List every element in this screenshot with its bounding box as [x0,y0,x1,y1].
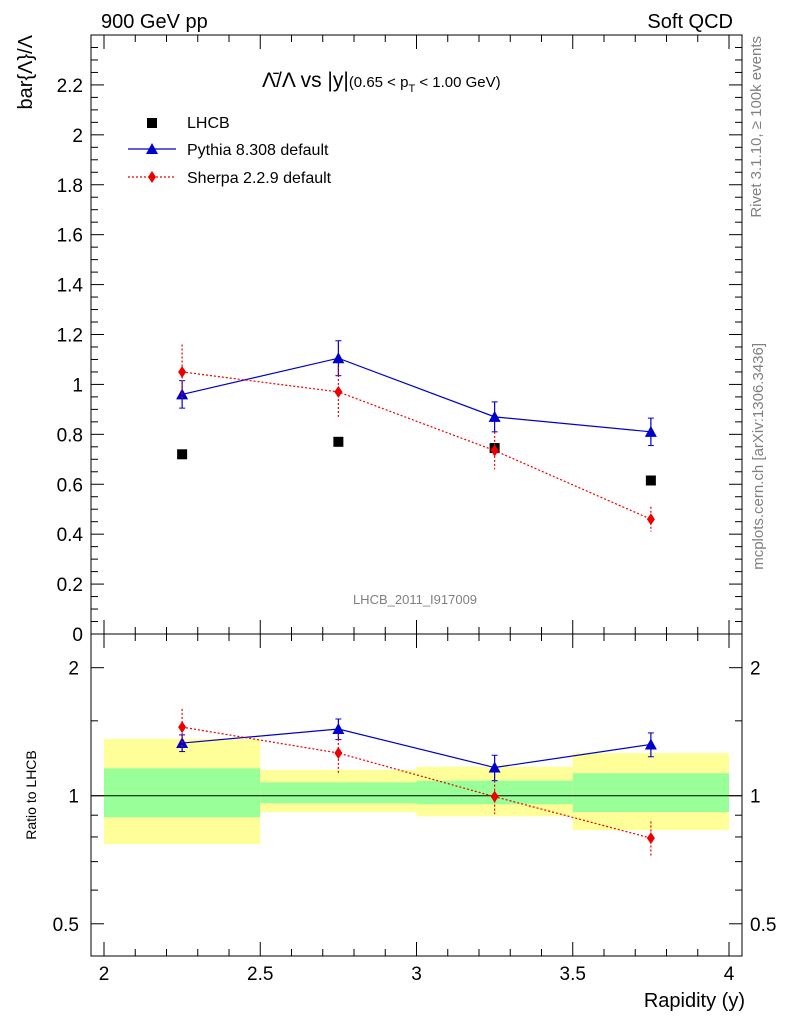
ratio-band-inner [104,768,261,818]
legend: LHCB Pythia 8.308 default Sherpa 2.2.9 d… [128,115,332,187]
main-ytick-label: 1.6 [57,226,83,247]
ratio-band-inner [572,773,729,813]
main-title-sub-idx: T [408,83,415,95]
ratio-ylabel: Ratio to LHCB [23,750,39,839]
ratio-y-axis: 0.5 0.5 1 1 2 2 [53,659,777,936]
mcplots-label: mcplots.cern.ch [arXiv:1306.3436] [750,343,767,570]
ratio-pythia-point [332,723,345,735]
ratio-sherpa-point [178,721,187,734]
legend-lhcb-marker [147,118,157,128]
ratio-xtick-label: 4 [724,964,735,985]
main-ytick-label: 0 [72,625,83,646]
main-ytick-label: 0.2 [57,575,83,596]
main-lhcb-point [333,436,344,447]
legend-sherpa-label: Sherpa 2.2.9 default [187,170,332,187]
main-ytick-label: 0.4 [57,525,84,546]
header-right: Soft QCD [647,11,733,33]
main-panel: 00.20.40.60.811.21.41.61.822.2 bar{Λ}/Λ … [15,34,743,646]
rivet-label: Rivet 3.1.10, ≥ 100k events [748,36,765,218]
ratio-ytick-label-right: 0.5 [750,915,776,936]
main-y-axis: 0 0.2 0.4 0.6 0.8 1 1.2 1.4 1.6 1.8 2 2.2 [57,46,742,646]
main-title: Λ̄/Λ vs |y|(0.65 < pT < 1.00 GeV) [262,69,501,95]
ratio-ytick-label-right: 2 [750,659,761,680]
ratio-band-inner [260,782,417,804]
main-sherpa-line [182,371,652,520]
legend-pythia-marker [146,143,158,154]
main-ytick-label: 0.6 [57,475,83,496]
legend-pythia-label: Pythia 8.308 default [187,142,329,159]
ratio-ytick-label-right: 1 [750,787,761,808]
ratio-sherpa-point [334,747,343,760]
ratio-ytick-label: 2 [68,659,79,680]
main-pythia-line [181,357,651,433]
main-ytick-label: 1.2 [57,326,83,347]
main-ytick-label: 1.4 [57,276,84,297]
analysis-watermark: LHCB_2011_I917009 [353,592,477,607]
ratio-ytick-label: 0.5 [53,915,79,936]
main-pythia-point [332,352,345,364]
ratio-sherpa-point [490,790,499,803]
ratio-series [176,708,657,857]
main-ytick-label: 2.2 [57,76,83,97]
ratio-bands [104,738,729,845]
ratio-xtick-label: 3 [411,964,422,985]
ratio-pythia-line [182,728,651,769]
ratio-panel: 0.5 0.5 1 1 2 2 2 2.5 3 3.5 4 Ratio to LHCB Rapid… [23,633,777,1012]
main-pythia-point [644,425,657,437]
main-pythia-point [488,410,501,422]
ratio-x-axis: 2 2.5 3 3.5 4 [99,634,735,985]
main-ytick-label: 2 [72,126,83,147]
ratio-sherpa-point [646,832,655,845]
header-left: 900 GeV pp [101,11,208,33]
main-title-text: Λ̄/Λ vs |y| [262,69,349,92]
ratio-xlabel: Rapidity (y) [644,990,745,1012]
main-ytick-label: 0.8 [57,425,83,446]
ratio-xtick-label: 2.5 [247,964,273,985]
ratio-sherpa-line [182,726,652,839]
main-ytick-label: 1.8 [57,176,83,197]
main-sherpa-point [334,385,343,398]
main-sherpa-point [490,444,499,457]
main-title-sub-pre: (0.65 < p [349,74,409,91]
ratio-xtick-label: 3.5 [560,964,586,985]
main-sherpa-point [178,365,187,378]
main-x-ticks [103,35,730,634]
main-lhcb-point [645,475,656,486]
legend-lhcb-label: LHCB [187,115,230,132]
ratio-pythia-point [488,761,501,773]
main-sherpa-point [646,513,655,526]
ratio-ytick-label: 1 [68,787,79,808]
main-ytick-label: 1 [72,375,83,396]
legend-sherpa-marker [148,171,156,183]
main-series [176,340,657,532]
ratio-pythia-point [644,738,657,750]
ratio-xtick-label: 2 [99,964,110,985]
main-title-sub-post: < 1.00 GeV) [415,74,500,91]
main-ylabel: bar{Λ}/Λ [15,34,37,109]
main-lhcb-point [177,449,188,460]
